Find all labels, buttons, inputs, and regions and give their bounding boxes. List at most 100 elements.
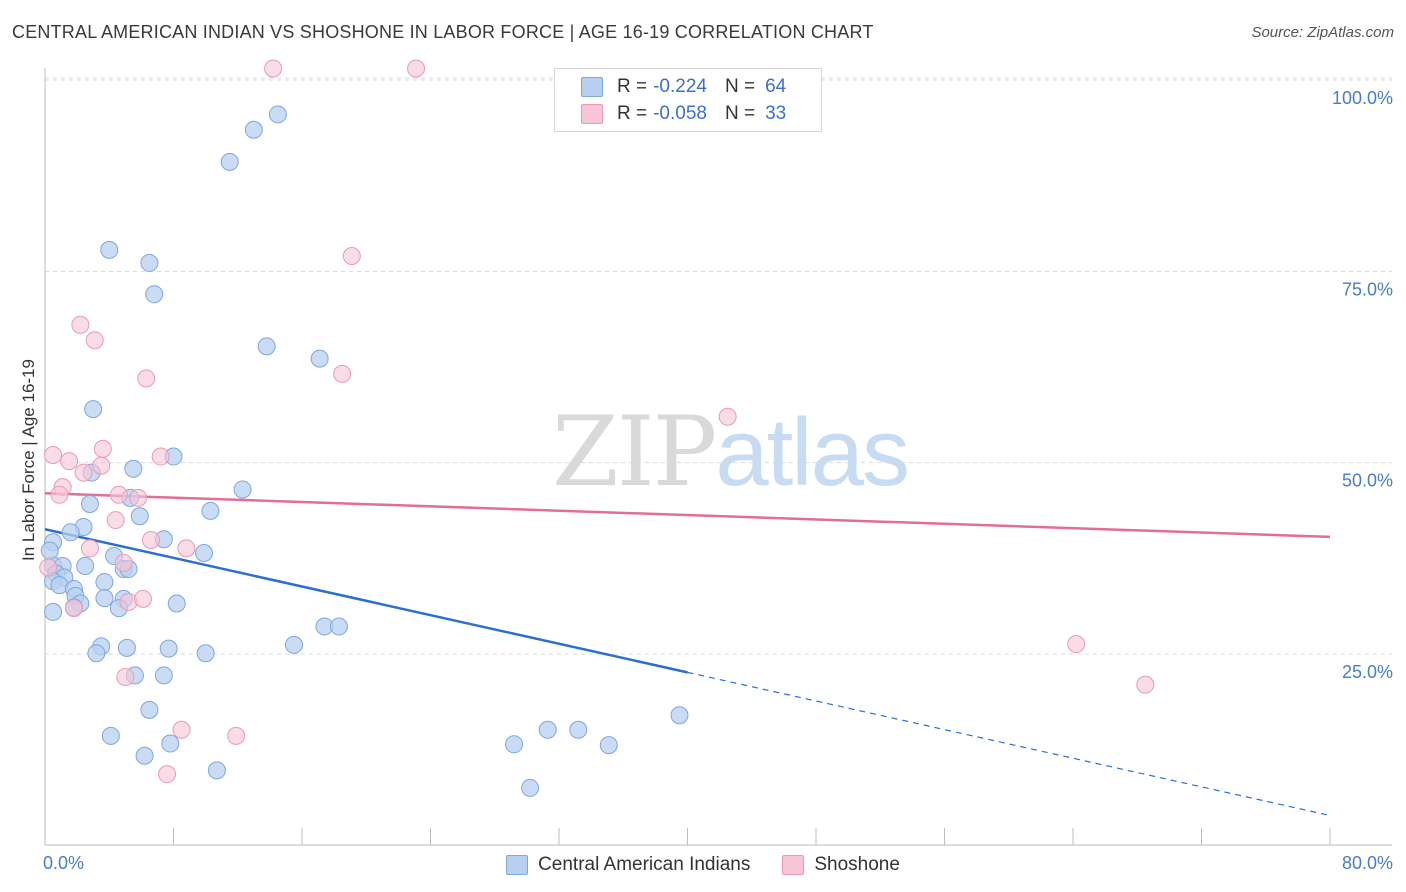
point-central-american-indians (130, 507, 149, 526)
point-shoshone (333, 364, 352, 383)
point-central-american-indians (76, 556, 95, 575)
x-tick-labels: 0.0% 80.0% (43, 853, 1393, 873)
x-tick-label: 0.0% (43, 853, 84, 873)
point-central-american-indians (284, 635, 303, 654)
point-shoshone (60, 452, 79, 471)
point-shoshone (137, 369, 156, 388)
point-central-american-indians (117, 638, 136, 657)
legend-n-label: N = (724, 76, 756, 97)
point-shoshone (106, 511, 125, 530)
source-note: Source: ZipAtlas.com (1251, 24, 1394, 41)
legend-r-label: R = (617, 103, 648, 124)
trendlines (44, 492, 1331, 817)
trendline-central-american-indians-extension (687, 671, 1331, 817)
point-shoshone (93, 439, 112, 458)
series-legend-item-central-american-indians: Central American Indians (506, 854, 750, 876)
point-central-american-indians (87, 644, 106, 663)
point-shoshone (64, 599, 83, 618)
point-shoshone (151, 447, 170, 466)
y-tick-label: 100.0% (1332, 88, 1393, 108)
point-central-american-indians (201, 501, 220, 520)
correlation-legend: R = -0.224 N = 64 R = -0.058 N = 33 (554, 68, 822, 132)
point-central-american-indians (95, 589, 114, 608)
point-shoshone (109, 485, 128, 504)
point-shoshone (80, 539, 99, 558)
series-legend-item-shoshone: Shoshone (782, 854, 900, 876)
point-central-american-indians (40, 541, 59, 560)
data-points (39, 59, 1155, 797)
legend-r-value: -0.224 (653, 76, 707, 97)
point-shoshone (1136, 675, 1155, 694)
point-shoshone (129, 488, 148, 507)
legend-row-shoshone: R = -0.058 N = 33 (581, 101, 786, 127)
watermark-atlas: atlas (715, 399, 910, 506)
point-shoshone (172, 720, 191, 739)
point-shoshone (133, 589, 152, 608)
point-shoshone (177, 539, 196, 558)
point-central-american-indians (100, 240, 119, 259)
legend-n-value: 64 (765, 76, 787, 97)
series-swatch-pink (782, 855, 805, 875)
series-legend-label: Central American Indians (538, 854, 751, 875)
point-central-american-indians (159, 639, 178, 658)
point-shoshone (264, 59, 283, 78)
point-shoshone (92, 456, 111, 475)
point-central-american-indians (521, 778, 540, 797)
point-shoshone (39, 558, 58, 577)
point-shoshone (1067, 635, 1086, 654)
point-central-american-indians (84, 400, 103, 419)
point-central-american-indians (233, 480, 252, 499)
point-central-american-indians (161, 734, 180, 753)
legend-row-central-american-indians: R = -0.224 N = 64 (581, 74, 786, 100)
point-central-american-indians (154, 666, 173, 685)
point-central-american-indians (145, 285, 164, 304)
point-central-american-indians (268, 105, 287, 124)
y-tick-label: 50.0% (1342, 471, 1393, 491)
point-central-american-indians (670, 706, 689, 725)
legend-swatch-pink (581, 104, 603, 124)
series-swatch-blue (506, 855, 529, 875)
series-legend: Central American Indians Shoshone (0, 852, 1406, 878)
axes (44, 68, 1392, 846)
point-central-american-indians (61, 523, 80, 542)
point-central-american-indians (207, 761, 226, 780)
point-shoshone (74, 463, 93, 482)
point-central-american-indians (140, 700, 159, 719)
point-shoshone (50, 485, 69, 504)
y-tick-label: 25.0% (1342, 662, 1393, 682)
point-central-american-indians (195, 543, 214, 562)
legend-n-value: 33 (765, 103, 787, 124)
point-central-american-indians (220, 152, 239, 171)
trendline-shoshone (44, 492, 1331, 539)
point-central-american-indians (244, 120, 263, 139)
point-shoshone (44, 446, 63, 465)
legend-swatch-blue (581, 77, 603, 97)
point-shoshone (718, 407, 737, 426)
watermark: ZIPatlas (552, 396, 910, 508)
y-tick-labels: 25.0% 50.0% 75.0% 100.0% (1332, 88, 1393, 682)
legend-r-label: R = (617, 76, 648, 97)
point-shoshone (407, 59, 426, 78)
point-central-american-indians (167, 594, 186, 613)
point-central-american-indians (310, 349, 329, 368)
point-central-american-indians (329, 617, 348, 636)
trendline-central-american-indians (44, 528, 688, 674)
point-central-american-indians (257, 337, 276, 356)
point-shoshone (342, 247, 361, 266)
point-central-american-indians (569, 720, 588, 739)
gridlines (45, 77, 1392, 655)
point-central-american-indians (505, 735, 524, 754)
point-central-american-indians (95, 573, 114, 592)
point-central-american-indians (124, 459, 143, 478)
point-shoshone (142, 530, 161, 549)
legend-n-label: N = (724, 103, 756, 124)
point-shoshone (116, 667, 135, 686)
point-central-american-indians (135, 746, 154, 765)
point-shoshone (227, 726, 246, 745)
point-central-american-indians (101, 726, 120, 745)
point-central-american-indians (44, 602, 63, 621)
point-shoshone (114, 553, 133, 572)
point-central-american-indians (538, 720, 557, 739)
series-legend-label: Shoshone (814, 854, 900, 875)
point-shoshone (158, 765, 177, 784)
